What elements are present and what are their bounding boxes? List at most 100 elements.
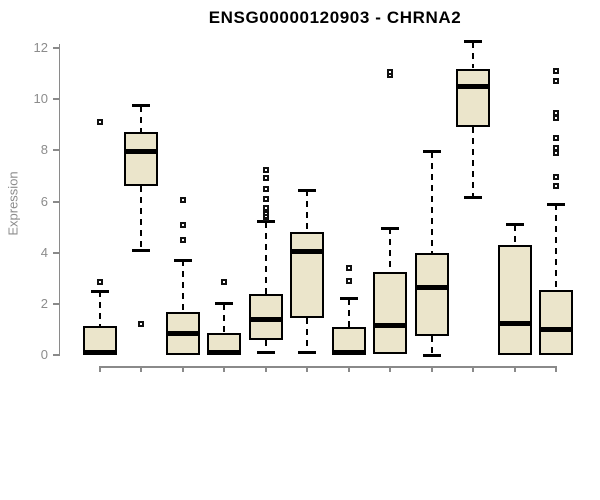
median-line — [331, 349, 366, 355]
upper-whisker-line — [181, 260, 184, 312]
y-tick-label: 0 — [40, 347, 48, 362]
x-tick — [306, 366, 309, 372]
median-line — [248, 316, 283, 322]
outlier-point — [179, 197, 186, 204]
boxplot-box — [373, 271, 408, 354]
median-line — [207, 349, 242, 355]
median-line — [497, 320, 532, 326]
upper-whisker-line — [99, 291, 101, 326]
upper-whisker-line — [223, 303, 226, 334]
median-line — [124, 149, 159, 155]
outlier-point — [387, 69, 394, 76]
outlier-point — [552, 115, 559, 122]
y-tick — [53, 302, 59, 305]
outlier-point — [138, 321, 145, 328]
upper-whisker-line — [389, 228, 392, 272]
x-tick — [181, 366, 184, 372]
boxplot-box — [290, 232, 325, 318]
outlier-point — [262, 175, 269, 182]
outlier-point — [179, 221, 186, 228]
lower-whisker-cap — [298, 350, 317, 354]
boxplot-box — [497, 245, 532, 355]
y-tick — [53, 98, 59, 101]
lower-whisker-line — [306, 317, 309, 353]
x-axis-line — [100, 366, 556, 368]
y-tick-label: 6 — [40, 193, 48, 209]
median-line — [414, 284, 449, 290]
median-line — [373, 323, 408, 329]
outlier-point — [179, 236, 186, 243]
x-tick — [472, 366, 475, 372]
outlier-point — [262, 166, 269, 173]
outlier-point — [262, 185, 269, 192]
upper-whisker-line — [472, 41, 475, 69]
x-tick — [389, 366, 392, 372]
y-tick — [53, 47, 59, 50]
median-line — [538, 326, 573, 332]
y-axis-line — [58, 44, 60, 356]
upper-whisker-cap — [422, 150, 441, 154]
outlier-point — [97, 279, 103, 286]
lower-whisker-line — [264, 339, 267, 353]
x-tick — [99, 366, 101, 372]
y-tick — [53, 354, 59, 356]
upper-whisker-cap — [256, 220, 275, 224]
outlier-point — [552, 110, 559, 117]
outlier-point — [262, 204, 269, 211]
median-line — [456, 83, 491, 89]
boxplot-box — [414, 252, 449, 336]
x-tick — [554, 366, 557, 372]
upper-whisker-cap — [381, 226, 400, 230]
outlier-point — [552, 149, 559, 156]
x-tick — [223, 366, 226, 372]
outlier-point — [345, 277, 352, 284]
outlier-point — [345, 265, 352, 272]
median-line — [83, 349, 117, 355]
boxplot-box — [124, 132, 159, 187]
y-tick-label: 10 — [33, 91, 48, 107]
y-tick — [53, 251, 59, 254]
upper-whisker-line — [554, 204, 557, 290]
outlier-point — [221, 279, 228, 286]
upper-whisker-line — [430, 151, 433, 253]
y-tick — [53, 149, 59, 152]
upper-whisker-line — [347, 298, 350, 327]
upper-whisker-cap — [464, 40, 483, 44]
outlier-point — [552, 183, 559, 190]
upper-whisker-cap — [546, 202, 565, 206]
chart-title: ENSG00000120903 - CHRNA2 — [208, 8, 462, 27]
lower-whisker-line — [472, 127, 475, 198]
x-tick — [347, 366, 350, 372]
x-tick — [513, 366, 516, 372]
upper-whisker-line — [140, 105, 143, 133]
x-tick — [430, 366, 433, 372]
outlier-point — [97, 119, 103, 126]
upper-whisker-cap — [91, 289, 109, 293]
lower-whisker-cap — [132, 248, 151, 252]
y-tick-label: 12 — [33, 40, 48, 56]
boxplot-box — [456, 68, 491, 128]
lower-whisker-cap — [422, 353, 441, 357]
outlier-point — [552, 134, 559, 141]
upper-whisker-cap — [215, 302, 234, 306]
outlier-point — [262, 195, 269, 202]
y-tick-label: 8 — [40, 142, 48, 158]
y-tick — [53, 200, 59, 203]
x-tick — [140, 366, 143, 372]
y-tick-label: 4 — [40, 244, 48, 260]
outlier-point — [552, 144, 559, 151]
upper-whisker-cap — [298, 188, 317, 192]
upper-whisker-cap — [339, 297, 358, 301]
median-line — [165, 330, 200, 336]
x-tick — [264, 366, 267, 372]
lower-whisker-line — [430, 335, 433, 355]
upper-whisker-cap — [173, 258, 192, 262]
boxplot-box — [248, 293, 283, 340]
outlier-point — [552, 68, 559, 75]
upper-whisker-line — [513, 224, 516, 245]
upper-whisker-line — [264, 221, 267, 294]
outlier-point — [552, 78, 559, 85]
lower-whisker-cap — [464, 196, 483, 200]
upper-whisker-cap — [132, 104, 151, 108]
